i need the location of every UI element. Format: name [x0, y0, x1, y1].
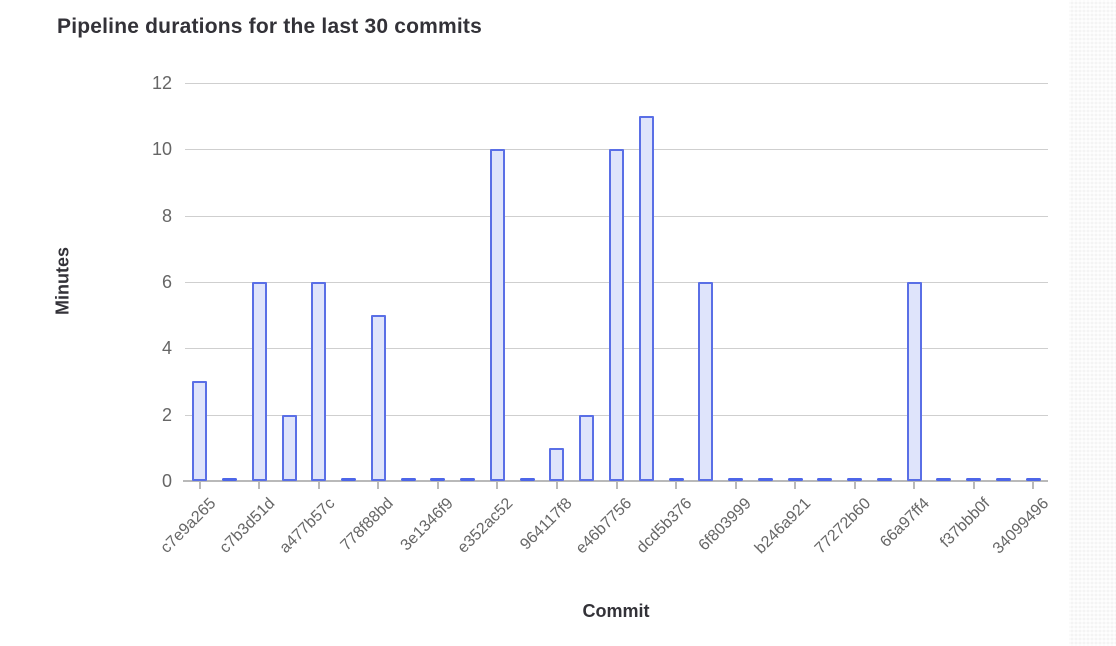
bar-a477b57c[interactable]	[311, 282, 326, 481]
x-tick-mark	[556, 482, 558, 489]
x-tick-mark	[199, 482, 201, 489]
chart-title: Pipeline durations for the last 30 commi…	[57, 15, 482, 38]
x-tick-label: 964117f8	[517, 495, 577, 554]
x-tick-mark	[437, 482, 439, 489]
x-tick-mark	[854, 482, 856, 489]
y-axis-name: Minutes	[52, 246, 73, 316]
bar-dcd5b376[interactable]	[669, 478, 684, 481]
bar-b246a921[interactable]	[788, 478, 803, 481]
x-tick-label: 778f88bd	[337, 495, 398, 555]
x-tick-label: 3e1346f9	[397, 495, 458, 555]
bar-c7e9a265[interactable]	[192, 381, 207, 481]
bar-commit-12[interactable]	[520, 478, 535, 481]
page-edge-panel	[1069, 0, 1116, 646]
y-tick-label: 6	[161, 272, 172, 292]
x-tick-mark	[913, 482, 915, 489]
x-tick-label: 6f803999	[695, 495, 756, 555]
x-tick-label: b246a921	[751, 495, 815, 558]
x-tick-mark	[616, 482, 618, 489]
x-tick-label: 34099496	[989, 495, 1053, 558]
bar-34099496[interactable]	[1026, 478, 1041, 481]
x-tick-label: 66a97ff4	[877, 495, 934, 551]
x-tick-label: c7e9a265	[157, 495, 220, 557]
bar-c7b3d51d[interactable]	[252, 282, 267, 481]
bar-commit-28[interactable]	[996, 478, 1011, 481]
x-tick-label: e46b7756	[572, 495, 636, 558]
x-tick-label: f37bbb0f	[936, 495, 994, 552]
bar-commit-2[interactable]	[222, 478, 237, 481]
y-tick-label: 8	[161, 206, 172, 226]
bar-e352ac52[interactable]	[490, 149, 505, 481]
bar-77272b60[interactable]	[847, 478, 862, 481]
x-tick-mark	[258, 482, 260, 489]
y-tick-label: 4	[161, 338, 172, 358]
bar-commit-22[interactable]	[817, 478, 832, 481]
bar-commit-4[interactable]	[282, 415, 297, 481]
x-tick-mark	[496, 482, 498, 489]
bar-e46b7756[interactable]	[609, 149, 624, 481]
x-tick-mark	[794, 482, 796, 489]
x-tick-mark	[1032, 482, 1034, 489]
bar-commit-26[interactable]	[936, 478, 951, 481]
x-tick-label: a477b57c	[276, 495, 339, 557]
x-axis-name: Commit	[582, 601, 650, 621]
x-tick-mark	[377, 482, 379, 489]
bar-commit-24[interactable]	[877, 478, 892, 481]
bar-commit-6[interactable]	[341, 478, 356, 481]
bar-commit-18[interactable]	[698, 282, 713, 481]
bar-778f88bd[interactable]	[371, 315, 386, 481]
bar-commit-16[interactable]	[639, 116, 654, 481]
x-tick-mark	[973, 482, 975, 489]
bar-commit-14[interactable]	[579, 415, 594, 481]
x-tick-mark	[735, 482, 737, 489]
x-tick-mark	[318, 482, 320, 489]
y-tick-label: 10	[151, 139, 172, 159]
x-tick-label: c7b3d51d	[216, 495, 279, 557]
bar-964117f8[interactable]	[549, 448, 564, 481]
bar-commit-10[interactable]	[460, 478, 475, 481]
x-tick-label: dcd5b376	[633, 495, 696, 557]
y-tick-label: 0	[161, 471, 172, 491]
x-tick-label: e352ac52	[454, 495, 517, 557]
x-axis-line	[183, 480, 1048, 482]
bar-6f803999[interactable]	[728, 478, 743, 481]
bar-commit-8[interactable]	[401, 478, 416, 481]
y-tick-label: 12	[151, 73, 172, 93]
x-tick-label: 77272b60	[811, 495, 875, 558]
bar-commit-20[interactable]	[758, 478, 773, 481]
bar-3e1346f9[interactable]	[430, 478, 445, 481]
y-tick-label: 2	[161, 405, 172, 425]
x-tick-mark	[675, 482, 677, 489]
bar-f37bbb0f[interactable]	[966, 478, 981, 481]
gridline	[185, 83, 1048, 84]
bar-66a97ff4[interactable]	[907, 282, 922, 481]
